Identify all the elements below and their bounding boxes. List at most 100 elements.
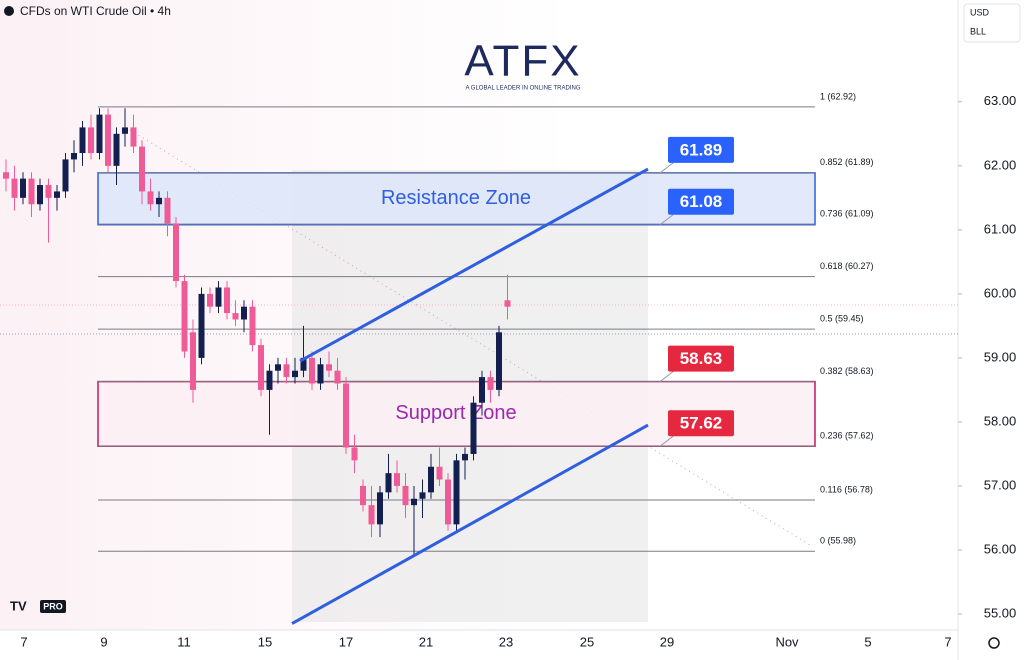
candle-body	[487, 377, 494, 390]
y-tick-label: 59.00	[984, 349, 1017, 364]
fib-label: 0.618 (60.27)	[820, 261, 874, 271]
callout-label: 57.62	[680, 414, 723, 433]
candle-body	[360, 485, 366, 506]
candle-body	[377, 492, 383, 525]
x-tick-label: 21	[419, 634, 433, 649]
candle-body	[79, 127, 86, 154]
unit[interactable]: BLL	[970, 26, 986, 36]
candle-body	[173, 223, 179, 282]
candle-body	[147, 191, 154, 205]
fib-label: 0.116 (56.78)	[820, 484, 873, 494]
candle-body	[54, 191, 60, 198]
candle-body	[181, 281, 188, 352]
x-tick-label: 7	[944, 634, 951, 649]
candle-body	[496, 332, 502, 390]
candle-body	[275, 364, 281, 371]
candle-body	[445, 479, 451, 525]
candle-body	[419, 492, 426, 499]
callout-box	[668, 345, 734, 372]
y-tick-label: 55.00	[984, 605, 1017, 620]
candle-body	[283, 364, 290, 378]
candle-body	[292, 370, 298, 378]
logo-tagline: A GLOBAL LEADER IN ONLINE TRADING	[465, 86, 580, 92]
candle-body	[62, 159, 69, 192]
candle-body	[105, 114, 111, 166]
candle-body	[224, 287, 230, 314]
x-tick-label: Nov	[775, 634, 799, 649]
candle-body	[334, 370, 341, 384]
candle-body	[462, 453, 468, 461]
candle-body	[88, 127, 94, 154]
y-tick-label: 57.00	[984, 477, 1017, 492]
fib-label: 0.5 (59.45)	[820, 313, 864, 323]
fib-label: 0.382 (58.63)	[820, 366, 874, 376]
fib-label: 1 (62.92)	[820, 91, 856, 101]
y-tick-label: 60.00	[984, 285, 1017, 300]
callout-label: 58.63	[680, 349, 723, 368]
candle-body	[139, 146, 145, 192]
fib-label: 0.852 (61.89)	[820, 157, 874, 167]
candle-body	[351, 447, 358, 461]
x-tick-label: 25	[580, 634, 594, 649]
callout-box	[668, 188, 734, 215]
callout-box	[668, 410, 734, 437]
candle-body	[190, 332, 196, 390]
y-tick-label: 62.00	[984, 157, 1017, 172]
candle-body	[343, 383, 349, 448]
callout-label: 61.89	[680, 140, 723, 159]
candle-body	[453, 460, 460, 525]
candle-body	[300, 357, 307, 371]
fib-label: 0.236 (57.62)	[820, 431, 874, 441]
candle-body	[402, 485, 409, 506]
candle-body	[317, 364, 324, 384]
candle-body	[309, 357, 315, 384]
x-tick-label: 23	[499, 634, 513, 649]
channel-lower	[291, 423, 649, 625]
badge-box	[40, 600, 66, 613]
candle-body	[96, 114, 103, 154]
candle-body	[198, 293, 205, 358]
candle-body	[3, 172, 9, 179]
candle-body	[436, 466, 443, 480]
candle-body	[20, 178, 26, 198]
y-tick-label: 61.00	[984, 221, 1017, 236]
candle-body	[130, 127, 137, 147]
y-tick-label: 63.00	[984, 93, 1017, 108]
candle-body	[71, 153, 77, 160]
candle-body	[215, 287, 222, 307]
tv-logo: TV	[10, 598, 27, 613]
candle-body	[28, 178, 35, 205]
zone-label: Resistance Zone	[381, 187, 531, 209]
y-tick-label: 58.00	[984, 413, 1017, 428]
x-tick-label: 29	[660, 634, 674, 649]
callout-box	[668, 136, 734, 163]
candle-body	[113, 133, 120, 166]
badge: PRO	[43, 601, 63, 611]
candle-body	[411, 498, 417, 506]
candle-body	[122, 127, 128, 134]
x-tick-label: 5	[864, 634, 871, 649]
x-tick-label: 17	[339, 634, 353, 649]
unit-box[interactable]	[963, 3, 1021, 43]
logo: ATFX	[464, 37, 581, 86]
x-tick-label: 9	[100, 634, 107, 649]
y-tick-label: 56.00	[984, 541, 1017, 556]
candle-body	[326, 364, 332, 371]
fib-label: 0 (55.98)	[820, 536, 856, 546]
candle-body	[394, 473, 400, 486]
currency[interactable]: USD	[970, 7, 990, 17]
candle-body	[232, 313, 239, 320]
candle-body	[241, 306, 247, 320]
candle-body	[164, 197, 171, 224]
x-tick-label: 15	[258, 634, 272, 649]
candle-body	[470, 402, 477, 454]
settings-icon[interactable]	[988, 637, 1000, 649]
candle-body	[207, 293, 213, 307]
candle-body	[156, 197, 162, 205]
zone-label: Support Zone	[395, 402, 516, 424]
callout-label: 61.08	[680, 192, 723, 211]
candle-body	[368, 505, 375, 525]
symbol-icon	[4, 6, 14, 16]
